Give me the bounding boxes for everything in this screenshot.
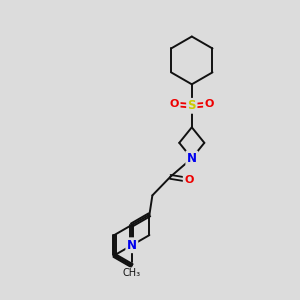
Text: N: N: [187, 152, 197, 165]
Text: O: O: [184, 175, 194, 185]
Text: CH₃: CH₃: [123, 268, 141, 278]
Text: O: O: [204, 99, 214, 109]
Text: S: S: [188, 99, 196, 112]
Text: N: N: [127, 239, 137, 252]
Text: O: O: [170, 99, 179, 109]
